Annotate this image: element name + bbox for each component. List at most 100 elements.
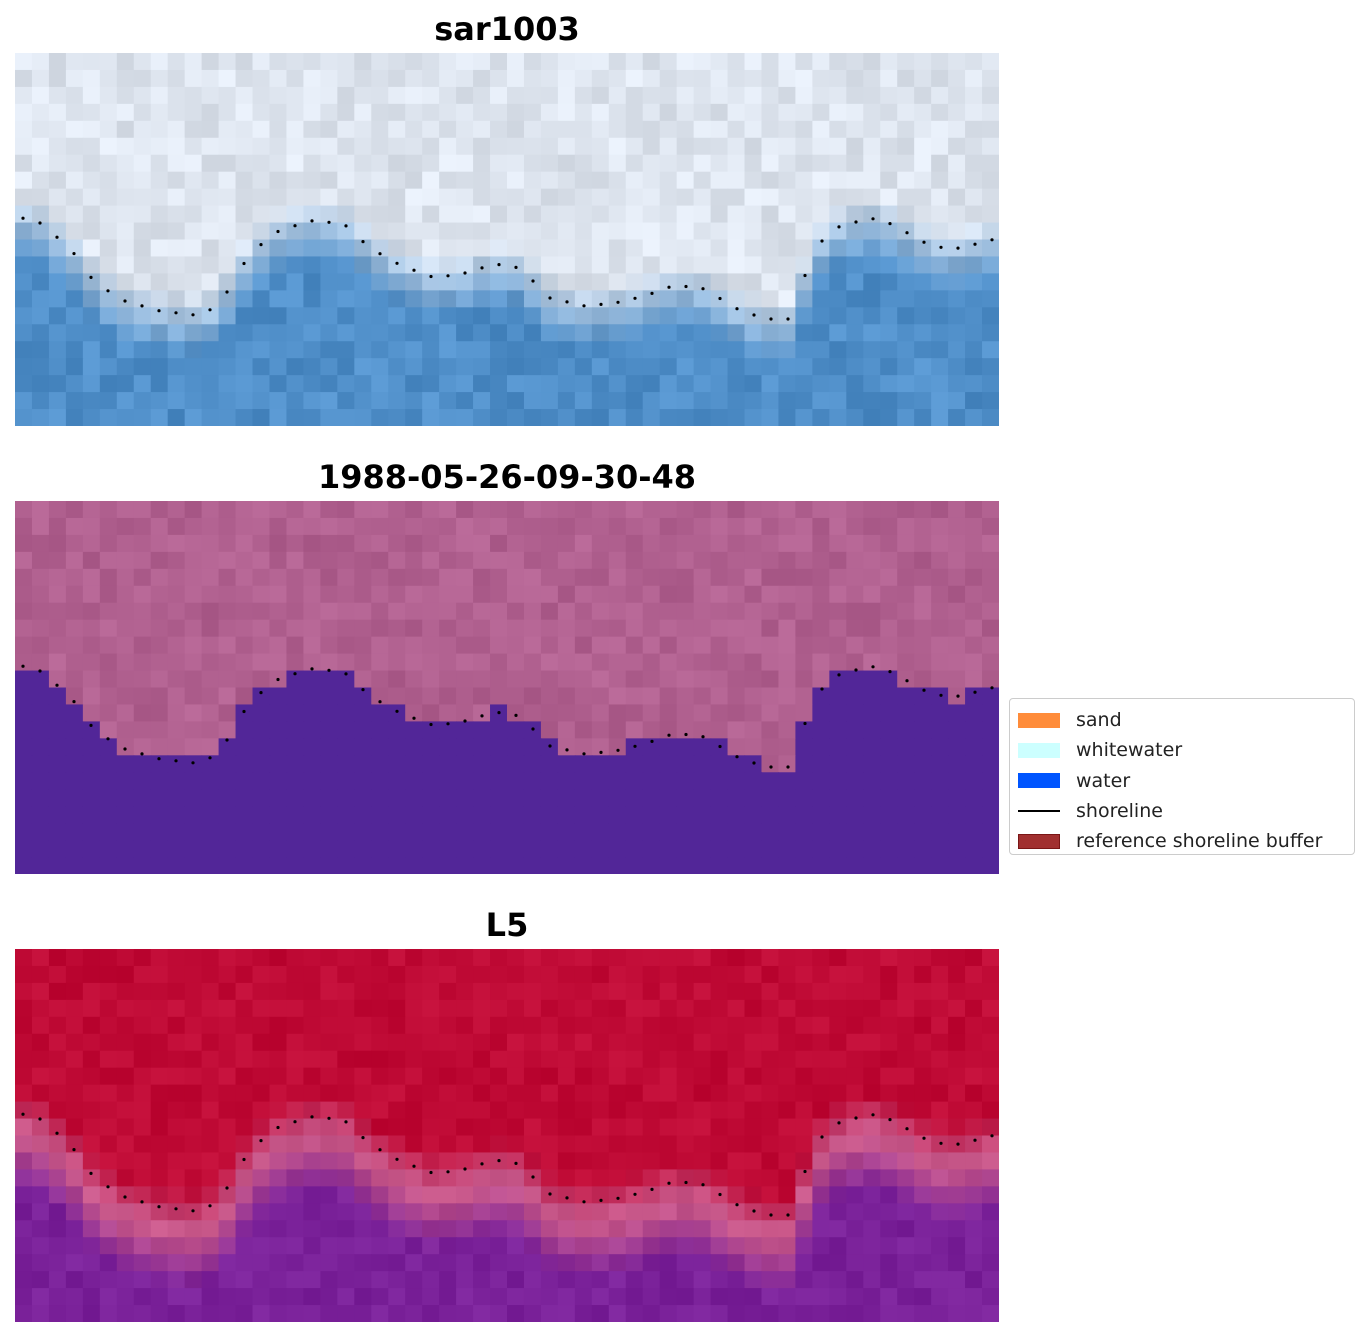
raster-pixel <box>354 53 372 71</box>
raster-pixel <box>201 653 220 672</box>
raster-pixel <box>201 1237 220 1255</box>
raster-pixel <box>846 965 864 984</box>
raster-pixel <box>388 585 406 604</box>
raster-pixel <box>914 154 932 173</box>
raster-pixel <box>116 602 135 621</box>
raster-pixel <box>150 324 169 342</box>
raster-pixel <box>676 653 695 672</box>
raster-pixel <box>388 103 406 122</box>
raster-pixel <box>490 1084 508 1103</box>
raster-pixel <box>286 137 305 156</box>
raster-pixel <box>846 1101 864 1120</box>
raster-pixel <box>982 755 999 773</box>
shoreline-dot <box>225 738 229 742</box>
raster-pixel <box>744 69 763 88</box>
raster-pixel <box>778 517 797 536</box>
raster-pixel <box>812 392 830 410</box>
raster-pixel <box>15 1118 33 1137</box>
raster-pixel <box>371 171 389 190</box>
raster-pixel <box>659 687 678 706</box>
raster-pixel <box>625 965 644 984</box>
raster-pixel <box>829 324 847 342</box>
shoreline-dot <box>191 761 195 765</box>
raster-pixel <box>744 256 763 274</box>
raster-pixel <box>388 1067 406 1086</box>
raster-pixel <box>65 188 84 207</box>
raster-pixel <box>150 358 169 376</box>
raster-pixel <box>829 171 847 190</box>
raster-pixel <box>133 69 152 88</box>
raster-pixel <box>15 1288 33 1306</box>
raster-pixel <box>897 1084 915 1103</box>
raster-pixel <box>846 1050 864 1069</box>
raster-pixel <box>846 239 864 258</box>
raster-pixel <box>422 1169 440 1187</box>
raster-pixel <box>507 222 525 241</box>
raster-pixel <box>269 704 288 722</box>
raster-pixel <box>405 704 423 722</box>
raster-pixel <box>931 290 949 308</box>
raster-pixel <box>523 205 542 224</box>
raster-pixel <box>863 239 881 258</box>
raster-pixel <box>982 1305 999 1322</box>
raster-pixel <box>405 375 423 393</box>
raster-pixel <box>507 86 525 105</box>
raster-pixel <box>727 840 746 858</box>
raster-pixel <box>557 704 576 722</box>
raster-pixel <box>473 602 491 621</box>
raster-pixel <box>897 670 915 689</box>
raster-pixel <box>150 806 169 824</box>
raster-pixel <box>371 1152 389 1170</box>
raster-pixel <box>201 602 220 621</box>
raster-pixel <box>116 324 135 342</box>
raster-pixel <box>676 619 695 638</box>
raster-pixel <box>778 1101 797 1120</box>
raster-pixel <box>218 290 237 308</box>
raster-pixel <box>269 1033 288 1052</box>
raster-pixel <box>150 1084 169 1103</box>
raster-pixel <box>371 290 389 308</box>
raster-pixel <box>235 171 254 190</box>
raster-pixel <box>456 755 474 773</box>
raster-pixel <box>235 721 254 739</box>
raster-pixel <box>625 1203 644 1221</box>
raster-pixel <box>523 965 542 984</box>
raster-pixel <box>252 137 271 156</box>
raster-pixel <box>31 1203 50 1221</box>
raster-pixel <box>914 1067 932 1086</box>
raster-pixel <box>897 517 915 536</box>
raster-pixel <box>184 619 203 638</box>
raster-pixel <box>218 239 237 258</box>
raster-pixel <box>31 1152 50 1170</box>
raster-pixel <box>795 585 813 604</box>
raster-pixel <box>116 103 135 122</box>
raster-pixel <box>880 857 898 874</box>
raster-pixel <box>523 738 542 756</box>
raster-pixel <box>608 721 627 739</box>
raster-pixel <box>507 501 525 519</box>
raster-pixel <box>761 738 780 756</box>
raster-pixel <box>693 670 712 689</box>
raster-pixel <box>676 1186 695 1204</box>
raster-pixel <box>150 721 169 739</box>
raster-pixel <box>388 1152 406 1170</box>
raster-pixel <box>218 1135 237 1154</box>
raster-pixel <box>150 840 169 858</box>
raster-pixel <box>608 1203 627 1221</box>
raster-pixel <box>642 1305 661 1322</box>
raster-pixel <box>167 585 186 604</box>
raster-pixel <box>693 772 712 790</box>
raster-pixel <box>642 982 661 1001</box>
raster-pixel <box>252 290 271 308</box>
raster-pixel <box>133 823 152 841</box>
raster-pixel <box>388 290 406 308</box>
raster-pixel <box>693 307 712 325</box>
raster-pixel <box>846 982 864 1001</box>
raster-pixel <box>133 273 152 291</box>
raster-pixel <box>778 534 797 553</box>
raster-pixel <box>422 568 440 587</box>
raster-pixel <box>557 949 576 967</box>
raster-pixel <box>456 568 474 587</box>
raster-pixel <box>948 789 966 807</box>
raster-pixel <box>473 188 491 207</box>
